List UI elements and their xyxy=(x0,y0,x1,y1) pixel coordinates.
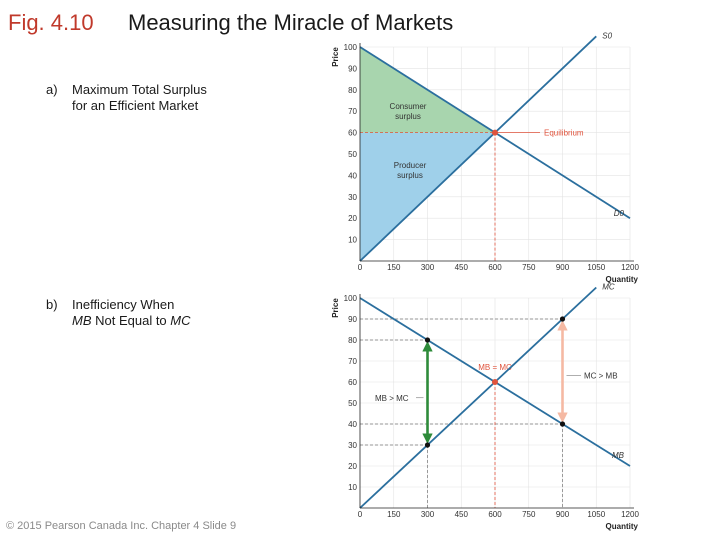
panel-a-tag: a) xyxy=(46,82,58,97)
data-point xyxy=(559,316,566,322)
series-s0-line xyxy=(359,35,597,262)
series-d0-label: D0 xyxy=(614,209,625,218)
x-tick-label: 900 xyxy=(556,263,570,272)
mb-eq-mc-label: MB = MC xyxy=(478,363,512,372)
data-point xyxy=(492,379,498,385)
y-tick-label: 40 xyxy=(348,420,357,429)
x-tick-label: 900 xyxy=(556,510,570,519)
series-mc-label: MC xyxy=(602,283,615,292)
producer-surplus-label: Producer xyxy=(394,161,427,170)
y-tick-label: 100 xyxy=(344,294,358,303)
figure-label: Fig. 4.10 xyxy=(8,10,94,35)
y-axis-label: Price xyxy=(331,298,340,318)
y-tick-label: 100 xyxy=(344,43,358,52)
mb-gt-mc-label: MB > MC xyxy=(375,394,409,403)
y-axis-label: Price xyxy=(331,47,340,67)
x-tick-label: 750 xyxy=(522,263,536,272)
panel-a-line1: Maximum Total Surplus xyxy=(72,82,207,97)
consumer-surplus-label: Consumer xyxy=(390,102,427,111)
x-tick-label: 450 xyxy=(455,510,469,519)
panel-b-mid: Not Equal to xyxy=(91,313,171,328)
series-s0-label: S0 xyxy=(602,31,612,40)
x-tick-label: 0 xyxy=(358,263,363,272)
y-tick-label: 70 xyxy=(348,357,357,366)
panel-b-mc: MC xyxy=(170,313,191,328)
x-axis-label: Quantity xyxy=(606,275,639,284)
consumer-surplus-label: surplus xyxy=(395,112,421,121)
panel-b-mb: MB xyxy=(72,313,92,328)
x-axis-label: Quantity xyxy=(606,522,639,531)
y-tick-label: 30 xyxy=(348,441,357,450)
y-tick-label: 10 xyxy=(348,483,357,492)
y-tick-label: 60 xyxy=(348,129,357,138)
x-tick-label: 600 xyxy=(488,510,502,519)
y-tick-label: 60 xyxy=(348,378,357,387)
y-tick-label: 40 xyxy=(348,171,357,180)
y-tick-label: 10 xyxy=(348,236,357,245)
panel-b-tag: b) xyxy=(46,297,58,312)
x-tick-label: 150 xyxy=(387,510,401,519)
series-mc-line xyxy=(359,286,597,509)
panel-b-line1: Inefficiency When xyxy=(72,297,175,312)
x-tick-label: 1050 xyxy=(587,263,605,272)
mc-gt-mb-label: MC > MB xyxy=(584,372,618,381)
y-tick-label: 90 xyxy=(348,315,357,324)
y-tick-label: 20 xyxy=(348,462,357,471)
x-tick-label: 0 xyxy=(358,510,363,519)
x-tick-label: 1200 xyxy=(621,510,639,519)
y-tick-label: 80 xyxy=(348,86,357,95)
x-tick-label: 150 xyxy=(387,263,401,272)
producer-surplus-label: surplus xyxy=(397,171,423,180)
y-tick-label: 50 xyxy=(348,399,357,408)
y-tick-label: 90 xyxy=(348,64,357,73)
x-tick-label: 300 xyxy=(421,510,435,519)
equilibrium-point xyxy=(492,129,498,136)
x-tick-label: 1200 xyxy=(621,263,639,272)
y-tick-label: 70 xyxy=(348,107,357,116)
equilibrium-label: Equilibrium xyxy=(544,129,584,138)
copyright-footer: © 2015 Pearson Canada Inc. Chapter 4 Sli… xyxy=(6,520,237,532)
x-tick-label: 450 xyxy=(455,263,469,272)
x-tick-label: 600 xyxy=(488,263,502,272)
y-tick-label: 80 xyxy=(348,336,357,345)
panel-a-line2: for an Efficient Market xyxy=(72,98,199,113)
x-tick-label: 1050 xyxy=(587,510,605,519)
y-tick-label: 30 xyxy=(348,193,357,202)
data-point xyxy=(559,421,566,427)
chart-a: EquilibriumConsumersurplusProducersurplu… xyxy=(331,31,639,284)
x-tick-label: 750 xyxy=(522,510,536,519)
y-tick-label: 50 xyxy=(348,150,357,159)
data-point xyxy=(424,337,431,343)
chart-b: MB = MC MB > MC MC > MB MC MB 10 20 30 40 50 60 70 8… xyxy=(331,283,639,532)
slide-title: Measuring the Miracle of Markets xyxy=(128,10,454,35)
x-tick-label: 300 xyxy=(421,263,435,272)
data-point xyxy=(424,442,431,448)
y-tick-label: 20 xyxy=(348,214,357,223)
series-mb-label: MB xyxy=(612,451,625,460)
